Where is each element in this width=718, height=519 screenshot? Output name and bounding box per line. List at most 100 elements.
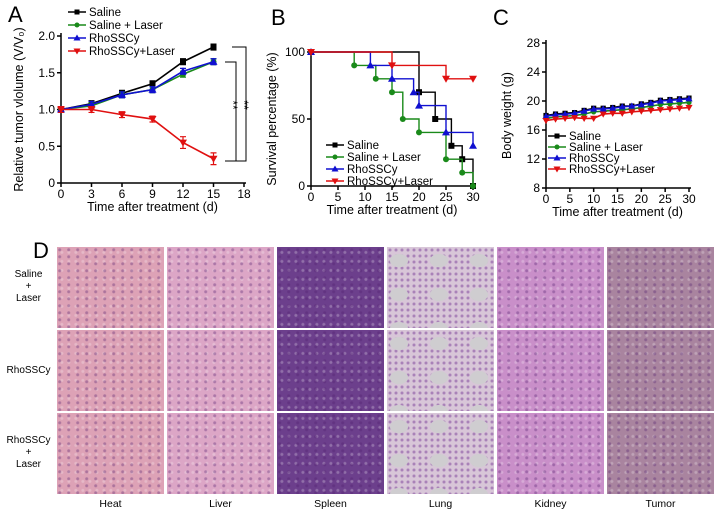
data-point [399, 116, 406, 122]
data-point [599, 105, 607, 112]
significance-bracket [232, 46, 247, 162]
data-point [179, 67, 187, 75]
y-tick-label: 1.5 [38, 66, 55, 80]
legend-marker [73, 48, 81, 55]
charts-svg: 0 3 6 9 12 15 18 0 0.5 1.0 1.5 2.0 Time after treatm… [12, 7, 696, 219]
y-tick-label: 24 [527, 65, 541, 79]
data-point [656, 97, 664, 104]
y-tick-label: 12 [527, 152, 541, 166]
series-line-rhosscy [60, 60, 214, 111]
significance-bracket [225, 61, 237, 162]
legend-marker [554, 144, 560, 150]
legend-label: RhoSSCy+Laser [347, 176, 433, 188]
x-tick-label: 25 [439, 190, 453, 204]
data-point [580, 107, 588, 114]
y-tick-label: 20 [527, 94, 541, 108]
data-point [87, 106, 96, 114]
legend-label: Saline [347, 140, 379, 152]
legend-marker [74, 9, 80, 15]
data-point [628, 102, 636, 109]
series-line-saline-laser [545, 101, 690, 120]
data-point [409, 88, 418, 96]
data-point [666, 106, 674, 113]
data-point [551, 111, 560, 118]
panel-label-c: C [493, 5, 509, 30]
data-point [609, 104, 617, 111]
significance-label: ** [226, 100, 240, 110]
histology-image-kidney [497, 330, 604, 411]
legend-marker [553, 154, 561, 161]
legend-label: Saline + Laser [569, 142, 643, 154]
data-point [675, 105, 684, 112]
data-point [656, 107, 664, 114]
x-tick-label: 25 [658, 192, 672, 206]
data-point [561, 110, 569, 117]
x-tick-label: 20 [635, 192, 649, 206]
x-tick-label: 10 [587, 192, 601, 206]
data-point [542, 112, 550, 119]
data-point [618, 110, 626, 117]
histology-image-liver [167, 247, 274, 328]
column-label: Lung [428, 498, 453, 510]
data-point [685, 95, 693, 102]
data-point [666, 96, 674, 103]
y-axis-title: Body weight (g) [500, 72, 514, 159]
data-point [389, 89, 395, 96]
data-point [571, 109, 579, 116]
series-line-rhosscy-laser [311, 51, 473, 80]
row-label: RhoSSCy [6, 365, 51, 376]
x-tick-label: 20 [412, 190, 426, 204]
legend-marker [332, 142, 338, 148]
legend-label: RhoSSCy+Laser [569, 164, 655, 176]
histology-image-spleen [277, 330, 384, 411]
y-tick-label: 8 [533, 181, 540, 195]
data-point [180, 58, 186, 65]
data-point [307, 49, 315, 56]
histology-image-heat [57, 413, 164, 494]
x-tick-label: 30 [682, 192, 696, 206]
data-point [118, 111, 126, 119]
data-point [415, 101, 423, 109]
data-point [443, 156, 449, 163]
legend-marker [331, 165, 339, 172]
data-point [469, 141, 477, 149]
y-tick-label: 0 [298, 179, 305, 193]
histology-image-tumor [607, 247, 714, 328]
histology-image-lung [387, 247, 494, 328]
x-axis-title: Time after treatment (d) [552, 205, 683, 219]
panel-label-a: A [8, 2, 23, 27]
series-line-saline [311, 51, 474, 186]
histology-image-tumor [607, 330, 714, 411]
histology-image-spleen [277, 413, 384, 494]
y-axis-title: Relative tumor vlolume (V/V₀) [12, 27, 26, 191]
x-axis-title: Time after treatment (d) [327, 203, 458, 217]
column-label: Kidney [534, 498, 567, 510]
data-point [647, 107, 655, 115]
y-tick-label: 28 [527, 36, 541, 50]
data-point [637, 108, 645, 115]
data-point [542, 117, 550, 125]
histology-image-lung [387, 413, 494, 494]
legend-marker [554, 133, 560, 139]
histology-image-heat [57, 247, 164, 328]
legend-label: Saline + Laser [89, 20, 163, 32]
x-tick-label: 5 [335, 190, 342, 204]
data-point [148, 85, 157, 93]
x-tick-label: 18 [237, 187, 251, 201]
data-point [87, 100, 96, 108]
data-point [57, 106, 65, 114]
significance-label: ** [237, 100, 251, 110]
data-point [470, 183, 476, 189]
histology-image-kidney [497, 247, 604, 328]
histology-image-liver [167, 413, 274, 494]
data-point [388, 62, 396, 70]
data-point [459, 169, 466, 176]
data-point [618, 103, 626, 110]
legend-label: RhoSSCy [89, 33, 140, 45]
data-point [179, 139, 187, 147]
data-point [685, 104, 693, 112]
legend-label: Saline [89, 7, 121, 19]
data-point [372, 75, 379, 82]
x-tick-label: 15 [207, 187, 221, 201]
data-point [637, 101, 645, 108]
